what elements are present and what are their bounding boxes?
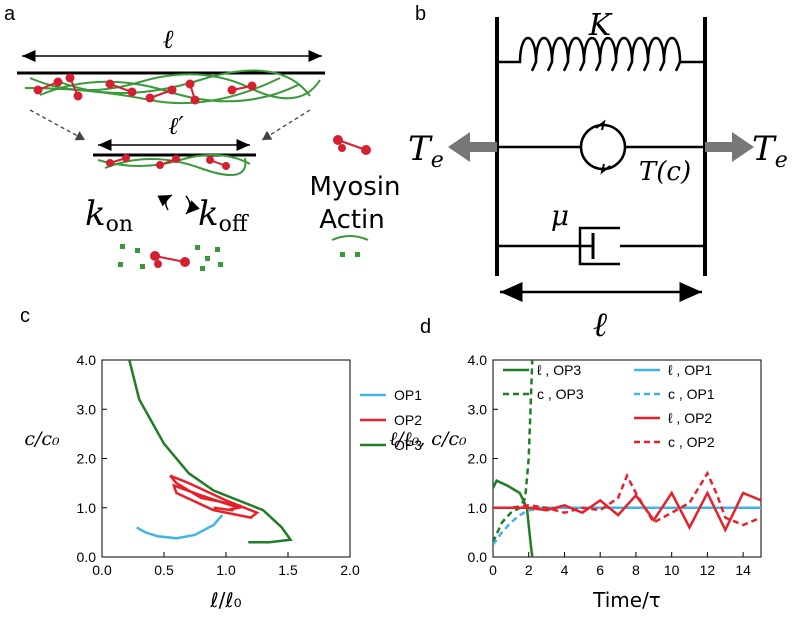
k-on: kon (85, 194, 133, 237)
motor-symbol (579, 123, 627, 171)
tension-arrow-right (705, 132, 754, 162)
actin-filaments (97, 153, 251, 176)
x-axis-label: ℓ/ℓ₀ (209, 588, 241, 612)
k-off: koff (198, 194, 249, 237)
tension-sub: e (431, 148, 444, 173)
active-tension: T(c) (639, 157, 691, 187)
y-tick-label: 1.0 (468, 500, 488, 516)
series-line (493, 360, 534, 543)
x-tick-label: 2 (525, 562, 533, 578)
x-tick-label: 1.5 (278, 562, 298, 578)
series-line (493, 479, 534, 557)
y-tick-label: 2.0 (468, 451, 488, 467)
x-tick-label: 0.0 (92, 562, 112, 578)
y-tick-label: 4.0 (468, 352, 488, 368)
legend-label: ℓ , OP3 (537, 362, 581, 378)
y-tick-label: 0.0 (77, 549, 97, 565)
legend-label: OP3 (394, 437, 422, 453)
chart: 0 2 4 6 8 10 12 14 0.0 1.0 2.0 3.0 4.0 Time/τ ℓ/ℓ₀, c/… (389, 352, 762, 612)
legend-label: ℓ , OP2 (668, 410, 712, 426)
series-line (493, 506, 761, 546)
contraction-arrow (29, 109, 86, 141)
dashpot-cylinder (578, 226, 620, 266)
panel-label: c (20, 305, 30, 327)
x-tick-label: 6 (596, 562, 604, 578)
k-off-sub: off (219, 212, 249, 237)
actin-monomers (118, 244, 223, 271)
spring (497, 37, 705, 72)
x-tick-label: 8 (632, 562, 640, 578)
myosin-icon (333, 135, 371, 155)
panel-label: d (420, 316, 431, 338)
length-symbol: ℓ (593, 305, 607, 345)
series-line (128, 360, 293, 544)
tension-left: Te (408, 129, 444, 173)
x-tick-label: 0 (489, 562, 497, 578)
y-tick-label: 2.0 (77, 451, 97, 467)
series-line (493, 490, 761, 533)
y-tick-label: 0.0 (468, 549, 488, 565)
series-line (493, 470, 761, 527)
plot-frame (492, 359, 762, 558)
legend-label: c , OP1 (668, 386, 715, 402)
viscosity: μ (551, 199, 569, 232)
series-line (169, 474, 260, 519)
chart: 0.0 0.5 1.0 1.5 2.0 0.0 1.0 2.0 3.0 4.0 ℓ/ℓ₀ c/c₀ OP… (24, 352, 422, 612)
y-axis-label: ℓ/ℓ₀, c/c₀ (389, 428, 467, 450)
y-tick-label: 1.0 (77, 500, 97, 516)
x-tick-label: 10 (664, 562, 680, 578)
unbinding-arrow (185, 195, 200, 215)
tension-arrow-left (448, 132, 497, 162)
k-off-base: k (198, 194, 219, 234)
myosin-motors (33, 73, 257, 105)
x-tick-label: 0.5 (154, 562, 174, 578)
legend-label: OP2 (394, 412, 422, 428)
legend-label: c , OP3 (537, 386, 584, 402)
series-line (136, 514, 224, 540)
myosin-label: Myosin (310, 172, 401, 202)
x-tick-label: 14 (735, 562, 751, 578)
length-symbol: ℓ (163, 25, 174, 55)
panel-label: b (415, 3, 426, 25)
y-axis-label: c/c₀ (24, 428, 60, 450)
tension-base: T (408, 129, 433, 169)
legend-label: c , OP2 (668, 434, 715, 450)
actin-label: Actin (319, 205, 385, 235)
panel-a: a ℓ ℓ′ kon (4, 3, 400, 271)
tension-sub: e (775, 148, 788, 173)
panel-b: b K T(c) Te Te μ ℓ (408, 3, 788, 345)
y-tick-label: 4.0 (77, 352, 97, 368)
k-on-sub: on (106, 212, 133, 237)
tension-right: Te (752, 129, 788, 173)
tension-base: T (752, 129, 777, 169)
myosin-motors (106, 154, 230, 170)
x-tick-label: 12 (700, 562, 716, 578)
length-symbol: ℓ′ (168, 112, 184, 140)
monomer-icon (340, 252, 360, 257)
x-tick-label: 1.0 (216, 562, 236, 578)
y-tick-label: 3.0 (77, 401, 97, 417)
actin-icon (331, 235, 369, 241)
legend-label: OP1 (394, 387, 422, 403)
contraction-arrow (261, 109, 311, 141)
spring-constant: K (588, 8, 613, 43)
k-on-base: k (85, 194, 106, 234)
plot-frame (101, 359, 351, 558)
x-tick-label: 2.0 (340, 562, 360, 578)
panel-label: a (4, 3, 16, 25)
legend-label: ℓ , OP1 (668, 362, 712, 378)
x-tick-label: 4 (561, 562, 569, 578)
free-myosin (150, 251, 190, 268)
binding-arrow (157, 194, 173, 211)
y-tick-label: 3.0 (468, 401, 488, 417)
motor-arrows (595, 119, 611, 175)
x-axis-label: Time/τ (592, 588, 661, 612)
